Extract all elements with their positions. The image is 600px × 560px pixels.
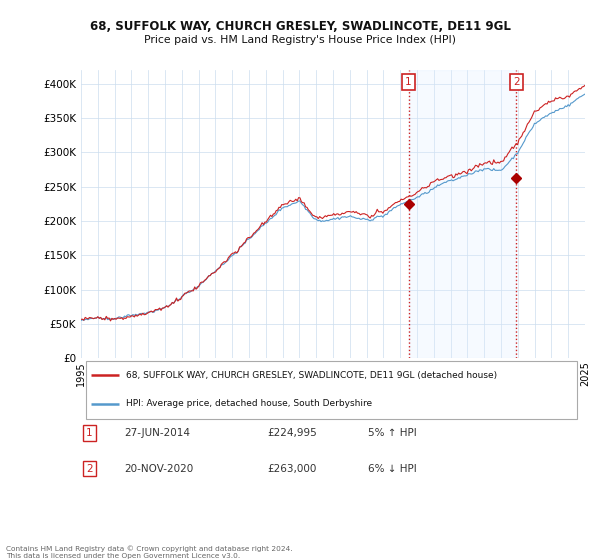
- Text: 2: 2: [513, 77, 520, 87]
- Text: 6% ↓ HPI: 6% ↓ HPI: [368, 464, 417, 474]
- Text: 68, SUFFOLK WAY, CHURCH GRESLEY, SWADLINCOTE, DE11 9GL: 68, SUFFOLK WAY, CHURCH GRESLEY, SWADLIN…: [89, 20, 511, 32]
- Text: 1: 1: [86, 428, 92, 437]
- Text: 5% ↑ HPI: 5% ↑ HPI: [368, 428, 417, 437]
- FancyBboxPatch shape: [86, 361, 577, 419]
- Text: Contains HM Land Registry data © Crown copyright and database right 2024.
This d: Contains HM Land Registry data © Crown c…: [6, 546, 293, 559]
- Text: 20-NOV-2020: 20-NOV-2020: [124, 464, 193, 474]
- Text: 2: 2: [86, 464, 92, 474]
- Text: 68, SUFFOLK WAY, CHURCH GRESLEY, SWADLINCOTE, DE11 9GL (detached house): 68, SUFFOLK WAY, CHURCH GRESLEY, SWADLIN…: [127, 371, 497, 380]
- Text: £224,995: £224,995: [268, 428, 317, 437]
- Text: £263,000: £263,000: [268, 464, 317, 474]
- Text: HPI: Average price, detached house, South Derbyshire: HPI: Average price, detached house, Sout…: [127, 399, 373, 408]
- Bar: [409, 70, 516, 358]
- Text: 1: 1: [405, 77, 412, 87]
- Text: 27-JUN-2014: 27-JUN-2014: [124, 428, 190, 437]
- Text: Price paid vs. HM Land Registry's House Price Index (HPI): Price paid vs. HM Land Registry's House …: [144, 35, 456, 45]
